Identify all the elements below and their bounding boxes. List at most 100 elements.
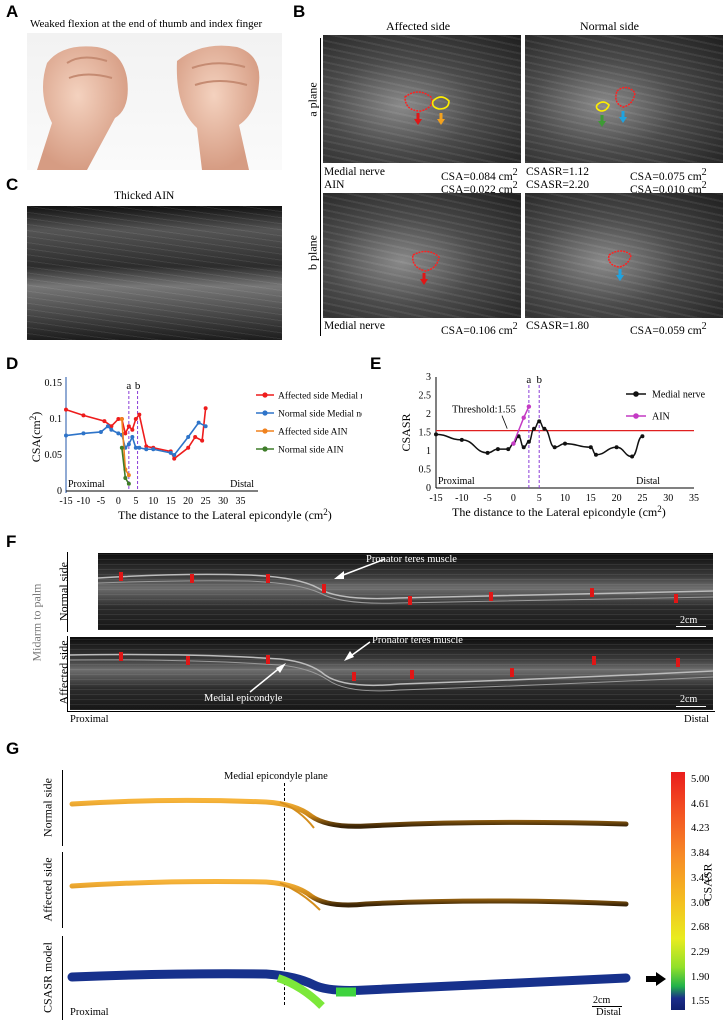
data-point [542,426,547,431]
legend-label: AIN [652,412,670,423]
x-tick-label: 0 [116,496,121,507]
data-point [109,424,114,429]
data-point [521,445,526,450]
g-normal-side-label: Normal side [40,778,55,837]
y-tick-label: 0 [426,483,431,494]
distal-label: Distal [230,479,254,490]
data-point [537,419,542,424]
nerve-marker [408,596,412,605]
colorbar-tick-label: 3.84 [691,848,710,860]
b-affected-medial-label: Medial nerve [324,320,385,332]
y-tick-label: 0 [57,486,62,497]
col-normal-side: Normal side [580,19,639,33]
data-point [81,413,86,418]
data-point [495,447,500,452]
medial-epicondyle-arrow [249,663,286,693]
data-point [119,445,124,450]
data-point [102,419,107,424]
x-tick-label: 10 [560,493,570,504]
f-distal-label: Distal [684,714,710,725]
panel-label-d: D [6,354,19,373]
data-point [526,404,532,409]
threshold-label: Threshold:1.55 [452,405,516,416]
proximal-label: Proximal [438,476,475,487]
data-point [172,456,177,461]
legend-label: Affected side AIN [278,427,348,438]
x-tick-label: 20 [183,496,193,507]
a-affected-ain-label: AIN [324,179,345,191]
a-csasr-ain: CSASR=2.20 [526,179,590,191]
x-tick-label: 5 [133,496,138,507]
x-tick-label: -15 [59,496,72,507]
colorbar-tick-label: 1.90 [691,971,710,983]
a-normal-ain-csa: CSA=0.010 cm2 [630,180,707,196]
data-point [172,453,177,457]
g-model-label: CSASR model [40,942,55,1014]
data-point [532,426,537,431]
nerve-marker [410,670,414,679]
data-point [168,450,173,455]
data-point [203,424,208,429]
data-point [133,445,138,450]
panel-label-g: G [6,739,20,758]
x-tick-label: -5 [97,496,105,507]
pronator-label-2: Pronator teres muscle [372,635,463,646]
nerve-marker [266,574,270,583]
y-tick-label: 0.05 [45,450,63,461]
midarm-to-palm-label: Midarm to palm [29,583,44,662]
data-point [193,435,198,439]
data-point [485,450,490,455]
f-normal-side-label: Normal side [56,562,71,621]
x-tick-label: 10 [148,496,158,507]
x-tick-label: -5 [483,493,491,504]
nerve-marker [266,655,270,664]
g-model-divider [62,936,63,1020]
g-affected-side-label: Affected side [40,857,55,922]
panel-a-caption: Weaked flexion at the end of thumb and i… [30,18,263,30]
colorbar-tick-label: 3.06 [691,897,710,909]
data-point [434,432,438,437]
scale-bar-1 [676,626,706,627]
medial-epicondyle-plane-line [284,783,285,1005]
data-point [563,441,567,446]
data-point [137,412,142,417]
data-point [459,437,464,442]
us-affected-a-plane [323,35,521,163]
nerve-marker [190,574,194,583]
x-tick-label: 35 [236,496,246,507]
x-tick-label: 35 [689,493,699,504]
data-point [614,445,619,450]
y-axis-label: CSASR [399,413,413,451]
data-point [133,417,138,421]
data-point [105,424,110,429]
data-point [516,434,521,439]
x-tick-label: 5 [537,493,542,504]
data-point [123,431,128,436]
legend-marker [262,392,268,398]
nerve-marker [119,652,123,661]
y-tick-label: 0.15 [45,378,63,389]
nerve-marker [489,592,493,601]
us-normal-a-plane [525,35,723,163]
f-affected-divider [67,636,68,711]
data-point [593,452,598,457]
b-affected-medial-csa: CSA=0.106 cm2 [441,321,518,337]
panel-label-b: B [293,2,306,21]
pronator-label-1: Pronator teres muscle [366,554,457,565]
colorbar-tick-label: 4.23 [691,823,710,835]
data-point [126,481,131,486]
legend-marker [633,413,639,419]
y-tick-label: 1.5 [419,428,432,439]
data-point [630,454,635,459]
data-point [130,435,135,439]
nerve-marker [322,584,326,593]
data-point [130,427,135,432]
a-affected-medial-label: Medial nerve [324,166,385,178]
scale-label-1: 2cm [680,615,698,626]
y-tick-label: 0.5 [419,465,432,476]
nerve-marker [676,658,680,667]
b-normal-medial-csa: CSA=0.059 cm2 [630,321,707,337]
affected-side-panorama [69,637,714,710]
colorbar-title: CSASR [700,863,715,902]
